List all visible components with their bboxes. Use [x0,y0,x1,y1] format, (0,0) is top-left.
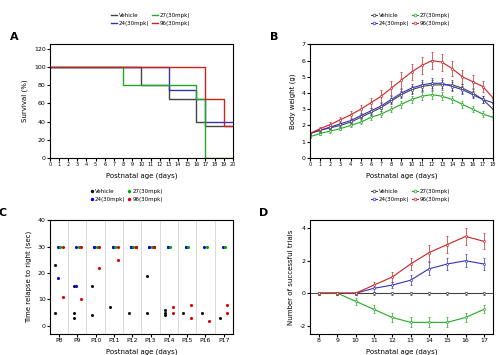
Point [224,310,232,316]
Point [129,244,137,250]
Point [132,244,140,250]
Point [106,305,114,310]
Point [148,244,156,250]
Text: A: A [9,32,18,42]
Point [150,244,158,250]
Point [182,244,190,250]
Point [111,244,119,250]
Point [219,244,227,250]
Point [221,244,229,250]
Point [109,244,117,250]
Point [203,244,211,250]
Point [56,244,64,250]
Point [187,315,195,321]
Y-axis label: Time relapse to right (sec): Time relapse to right (sec) [26,231,32,323]
Point [216,315,224,321]
Point [59,294,67,300]
Point [224,302,232,307]
Point [161,310,169,316]
Point [51,310,59,316]
Point [75,244,83,250]
Point [150,244,158,250]
Point [95,244,103,250]
Point [109,244,117,250]
Point [72,244,80,250]
Point [88,283,96,289]
Point [72,283,80,289]
Point [205,318,213,323]
Point [145,244,153,250]
Point [163,244,171,250]
Y-axis label: Body weight (g): Body weight (g) [290,73,296,129]
Text: B: B [269,32,278,42]
Point [95,265,103,271]
Point [93,244,101,250]
Point [150,244,158,250]
Text: C: C [0,208,6,218]
Point [132,244,140,250]
Point [90,244,98,250]
Point [88,312,96,318]
X-axis label: Postnatal age (days): Postnatal age (days) [366,173,437,179]
Point [166,244,174,250]
Point [114,257,122,263]
X-axis label: Postnatal age (days): Postnatal age (days) [106,348,177,355]
Point [77,244,85,250]
Point [54,244,62,250]
Point [127,244,135,250]
Point [179,310,187,316]
Point [70,310,78,316]
Point [124,310,132,316]
Point [143,310,151,316]
Y-axis label: Number of successful trials: Number of successful trials [288,229,294,325]
Point [54,275,62,281]
Legend: Vehicle, 24(30mpk), 27(30mpk), 96(30mpk): Vehicle, 24(30mpk), 27(30mpk), 96(30mpk) [89,187,165,204]
Text: Improvement of SMA phenotypes by extract #96: Improvement of SMA phenotypes by extract… [28,13,470,28]
Point [163,244,171,250]
Point [77,296,85,302]
Point [127,244,135,250]
Point [161,312,169,318]
Legend: Vehicle, 24(30mpk), 27(30mpk), 96(30mpk): Vehicle, 24(30mpk), 27(30mpk), 96(30mpk) [369,187,453,204]
Legend: Vehicle, 24(30mpk), 27(30mpk), 96(30mpk): Vehicle, 24(30mpk), 27(30mpk), 96(30mpk) [369,11,453,28]
Point [51,262,59,268]
Point [161,307,169,313]
Text: D: D [258,208,268,218]
Point [59,244,67,250]
X-axis label: Postnatal age (days): Postnatal age (days) [366,348,437,355]
Point [90,244,98,250]
Point [127,244,135,250]
Point [132,244,140,250]
Point [184,244,192,250]
Legend: Vehicle, 24(30mpk), 27(30mpk), 96(30mpk): Vehicle, 24(30mpk), 27(30mpk), 96(30mpk) [109,11,193,28]
Point [168,310,176,316]
Point [187,302,195,307]
Y-axis label: Survival (%): Survival (%) [22,80,28,122]
Point [70,283,78,289]
Point [182,244,190,250]
Point [70,315,78,321]
Point [114,244,122,250]
Point [198,310,206,316]
Point [168,305,176,310]
Point [145,244,153,250]
Point [200,244,208,250]
Point [143,273,151,278]
X-axis label: Postnatal age (days): Postnatal age (days) [106,173,177,179]
